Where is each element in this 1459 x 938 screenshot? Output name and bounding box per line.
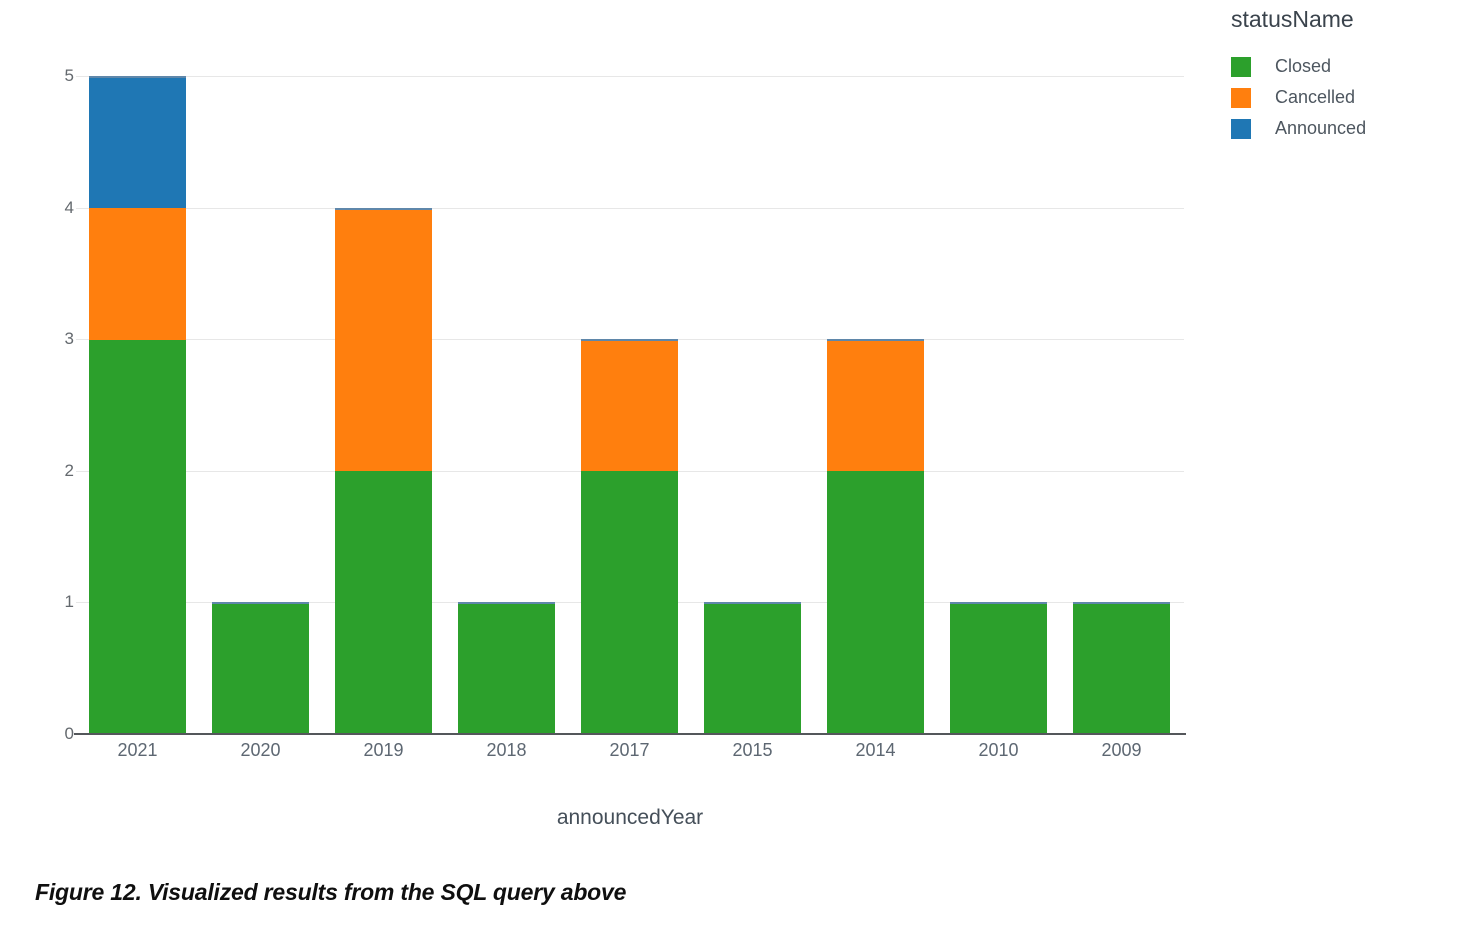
legend-item-announced: Announced [1231,113,1366,144]
x-tick-label-2021: 2021 [117,740,158,760]
bar-2014-top-stroke [827,339,924,341]
x-tick-label-2009: 2009 [1101,740,1142,760]
bar-2019-top-stroke [335,208,432,210]
bar-2020-top-stroke [212,602,309,604]
y-tick-label-1: 1 [64,592,74,611]
gridline-y5 [76,76,1184,77]
legend-entries: Closed Cancelled Announced [1231,51,1366,144]
legend-label-cancelled: Cancelled [1275,87,1356,107]
y-tick-label-0: 0 [64,724,74,743]
legend-label-announced: Announced [1275,118,1367,138]
bar-2014-cancelled-segment [827,339,924,471]
x-tick-label-2015: 2015 [732,740,773,760]
y-tick-label-2: 2 [64,461,74,480]
bar-2021-closed-segment [89,339,186,734]
legend-swatch-announced-icon [1231,118,1251,139]
legend-swatch-closed-icon [1231,56,1251,77]
y-tick-label-5: 5 [64,66,74,85]
bar-2018-top-stroke [458,602,555,604]
x-axis-line [74,733,1186,735]
bar-2010-top-stroke [950,602,1047,604]
x-tick-label-2017: 2017 [609,740,650,760]
bar-2015-closed-segment [704,602,801,734]
bar-2020-closed-segment [212,602,309,734]
bar-2021-top-stroke [89,76,186,78]
x-tick-label-2010: 2010 [978,740,1019,760]
legend-label-closed: Closed [1275,56,1332,76]
bar-2009-top-stroke [1073,602,1170,604]
legend-item-cancelled: Cancelled [1231,82,1366,113]
y-tick-label-3: 3 [64,329,74,348]
bar-2017-cancelled-segment [581,339,678,471]
x-tick-label-2018: 2018 [486,740,527,760]
figure-caption: Figure 12. Visualized results from the S… [35,879,627,905]
bar-2017-closed-segment [581,471,678,734]
legend-swatch-cancelled-icon [1231,87,1251,108]
bar-2010-closed-segment [950,602,1047,734]
bar-2015-top-stroke [704,602,801,604]
bar-2019-closed-segment [335,471,432,734]
legend-title: statusName [1231,6,1354,32]
x-tick-label-2014: 2014 [855,740,896,760]
bar-2021-announced-segment [89,76,186,208]
x-tick-label-2019: 2019 [363,740,404,760]
bar-2014-closed-segment [827,471,924,734]
bar-2009-closed-segment [1073,602,1170,734]
y-tick-label-4: 4 [64,198,74,217]
bar-2018-closed-segment [458,602,555,734]
x-tick-label-2020: 2020 [240,740,281,760]
legend-item-closed: Closed [1231,51,1366,82]
bar-2019-cancelled-segment [335,208,432,471]
gridline-y4 [76,208,1184,209]
legend: statusName Closed Cancelled Announced [1231,6,1366,144]
bar-2017-top-stroke [581,339,678,341]
x-axis-title: announcedYear [556,806,704,829]
bar-2021-cancelled-segment [89,208,186,340]
